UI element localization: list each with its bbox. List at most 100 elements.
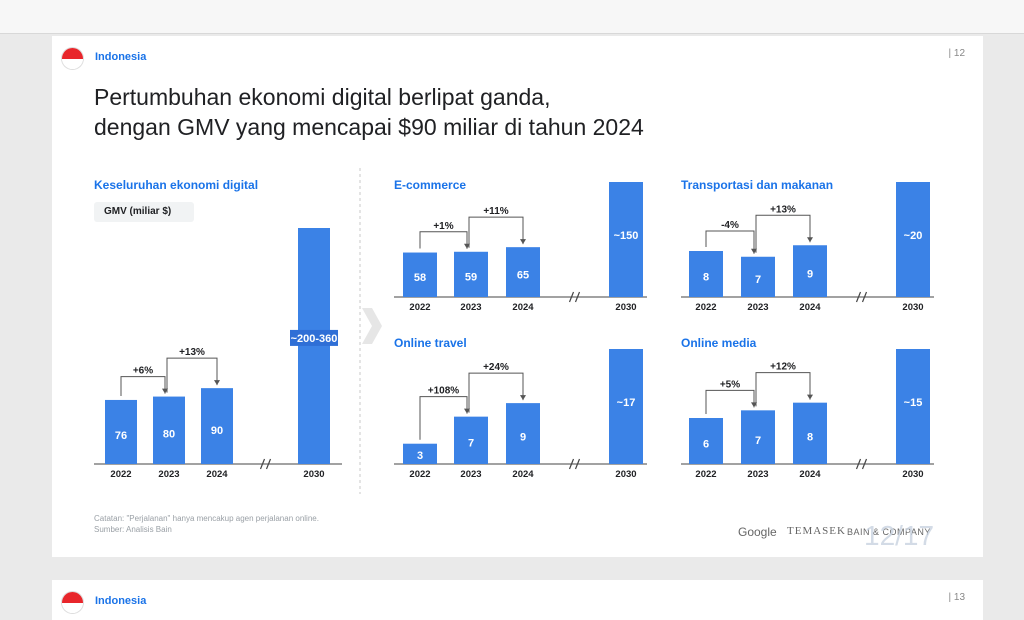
slide-13: Indonesia | 13 xyxy=(52,580,983,620)
bar-overall-2024 xyxy=(201,388,233,464)
value-label-overall-2030: ~200-360 xyxy=(291,333,338,345)
category-label-media-2030: 2030 xyxy=(902,469,923,480)
axis-break-travel xyxy=(568,458,575,470)
category-label-transport-2024: 2024 xyxy=(799,302,821,313)
category-label-transport-2023: 2023 xyxy=(747,302,768,313)
growth-bracket-transport-0 xyxy=(705,230,755,254)
bar-overall-2023 xyxy=(153,396,185,464)
axis-break-media xyxy=(861,458,868,470)
category-label-travel-2024: 2024 xyxy=(512,469,534,480)
bar-travel-2024 xyxy=(506,403,540,464)
value-label-travel-2024: 9 xyxy=(520,432,526,444)
bain-logo: BAIN & COMPANY xyxy=(847,527,931,537)
chevron-right-icon xyxy=(362,308,382,344)
indonesia-flag-icon xyxy=(62,592,83,613)
charts-canvas: 762022802023902024~200-3602030+6%+13%582… xyxy=(94,168,934,494)
bar-travel-2022 xyxy=(403,443,437,464)
value-label-bg-overall xyxy=(290,329,338,346)
bar-travel-2030 xyxy=(609,349,643,464)
watermark: 12/17 xyxy=(864,520,935,551)
value-label-media-2024: 8 xyxy=(807,431,813,443)
arrow-head-icon xyxy=(807,237,813,243)
growth-bracket-ecommerce-1 xyxy=(468,216,524,248)
bar-media-2023 xyxy=(741,410,775,464)
value-label-transport-2024: 9 xyxy=(807,269,813,281)
bar-travel-2023 xyxy=(454,416,488,464)
slide-title: Pertumbuhan ekonomi digital berlipat gan… xyxy=(94,82,644,142)
value-label-transport-2023: 7 xyxy=(755,274,761,286)
growth-label-travel-0: +108% xyxy=(428,386,460,397)
value-label-overall-2022: 76 xyxy=(115,430,127,442)
growth-label-ecommerce-1: +11% xyxy=(483,206,508,217)
bar-overall-2022 xyxy=(105,399,137,464)
bar-ecommerce-2030 xyxy=(609,182,643,297)
growth-label-transport-0: -4% xyxy=(721,220,739,231)
growth-bracket-travel-1 xyxy=(468,372,524,413)
value-label-overall-2023: 80 xyxy=(163,429,175,441)
source-note: Sumber: Analisis Bain xyxy=(94,525,172,534)
value-label-media-2030: ~15 xyxy=(904,397,923,409)
axis-break-transport xyxy=(855,291,862,303)
growth-label-travel-1: +24% xyxy=(483,362,509,373)
growth-label-overall-1: +13% xyxy=(179,347,205,358)
category-label-transport-2030: 2030 xyxy=(902,302,923,313)
category-label-ecommerce-2023: 2023 xyxy=(460,302,481,313)
chart-title-transport: Transportasi dan makanan xyxy=(681,178,834,192)
bar-transport-2024 xyxy=(793,245,827,297)
axis-break-ecommerce xyxy=(568,291,575,303)
growth-bracket-overall-0 xyxy=(120,376,166,396)
value-label-travel-2030: ~17 xyxy=(617,397,636,409)
category-label-media-2022: 2022 xyxy=(695,469,716,480)
bar-media-2024 xyxy=(793,402,827,464)
value-label-ecommerce-2023: 59 xyxy=(465,272,477,284)
arrow-head-icon xyxy=(807,394,813,400)
axis-break-travel xyxy=(574,458,581,470)
slide-12: Indonesia | 12 Pertumbuhan ekonomi digit… xyxy=(52,36,983,557)
value-label-ecommerce-2024: 65 xyxy=(517,270,529,282)
growth-bracket-transport-1 xyxy=(755,214,811,253)
growth-label-transport-1: +13% xyxy=(770,204,796,215)
category-label-media-2023: 2023 xyxy=(747,469,768,480)
bar-ecommerce-2023 xyxy=(454,251,488,297)
category-label-ecommerce-2030: 2030 xyxy=(615,302,636,313)
category-label-overall-2024: 2024 xyxy=(206,469,228,480)
indonesia-flag-icon xyxy=(62,48,83,69)
chart-title-overall: Keseluruhan ekonomi digital xyxy=(94,178,259,192)
category-label-overall-2022: 2022 xyxy=(110,469,131,480)
arrow-head-icon xyxy=(214,380,220,386)
bar-media-2022 xyxy=(689,418,723,464)
category-label-media-2024: 2024 xyxy=(799,469,821,480)
value-label-media-2022: 6 xyxy=(703,438,709,450)
growth-label-media-1: +12% xyxy=(770,362,796,373)
title-line-1: Pertumbuhan ekonomi digital berlipat gan… xyxy=(94,84,551,110)
value-label-ecommerce-2030: ~150 xyxy=(614,230,639,242)
value-label-transport-2030: ~20 xyxy=(904,230,923,242)
category-label-overall-2023: 2023 xyxy=(158,469,179,480)
value-label-overall-2024: 90 xyxy=(211,425,223,437)
category-label-ecommerce-2022: 2022 xyxy=(409,302,430,313)
value-label-ecommerce-2022: 58 xyxy=(414,272,426,284)
growth-label-ecommerce-0: +1% xyxy=(433,221,453,232)
arrow-head-icon xyxy=(520,395,526,401)
axis-break-transport xyxy=(861,291,868,303)
bar-transport-2023 xyxy=(741,256,775,297)
growth-bracket-media-0 xyxy=(705,389,755,414)
page-number: | 13 xyxy=(948,592,966,603)
arrow-head-icon xyxy=(520,239,526,245)
viewer-toolbar xyxy=(0,0,1024,34)
category-label-transport-2022: 2022 xyxy=(695,302,716,313)
growth-label-media-0: +5% xyxy=(720,379,740,390)
bar-ecommerce-2024 xyxy=(506,247,540,297)
page-number: | 12 xyxy=(948,48,966,59)
footnote: Catatan: "Perjalanan" hanya mencakup age… xyxy=(94,514,319,523)
axis-break-media xyxy=(855,458,862,470)
growth-bracket-media-1 xyxy=(755,372,811,407)
title-line-2: dengan GMV yang mencapai $90 miliar di t… xyxy=(94,114,644,140)
bar-transport-2030 xyxy=(896,182,930,297)
category-label-travel-2023: 2023 xyxy=(460,469,481,480)
growth-bracket-travel-0 xyxy=(419,396,468,440)
chart-title-media: Online media xyxy=(681,336,757,350)
country-label: Indonesia xyxy=(95,51,147,63)
axis-break-overall xyxy=(265,458,272,470)
bar-media-2030 xyxy=(896,349,930,464)
